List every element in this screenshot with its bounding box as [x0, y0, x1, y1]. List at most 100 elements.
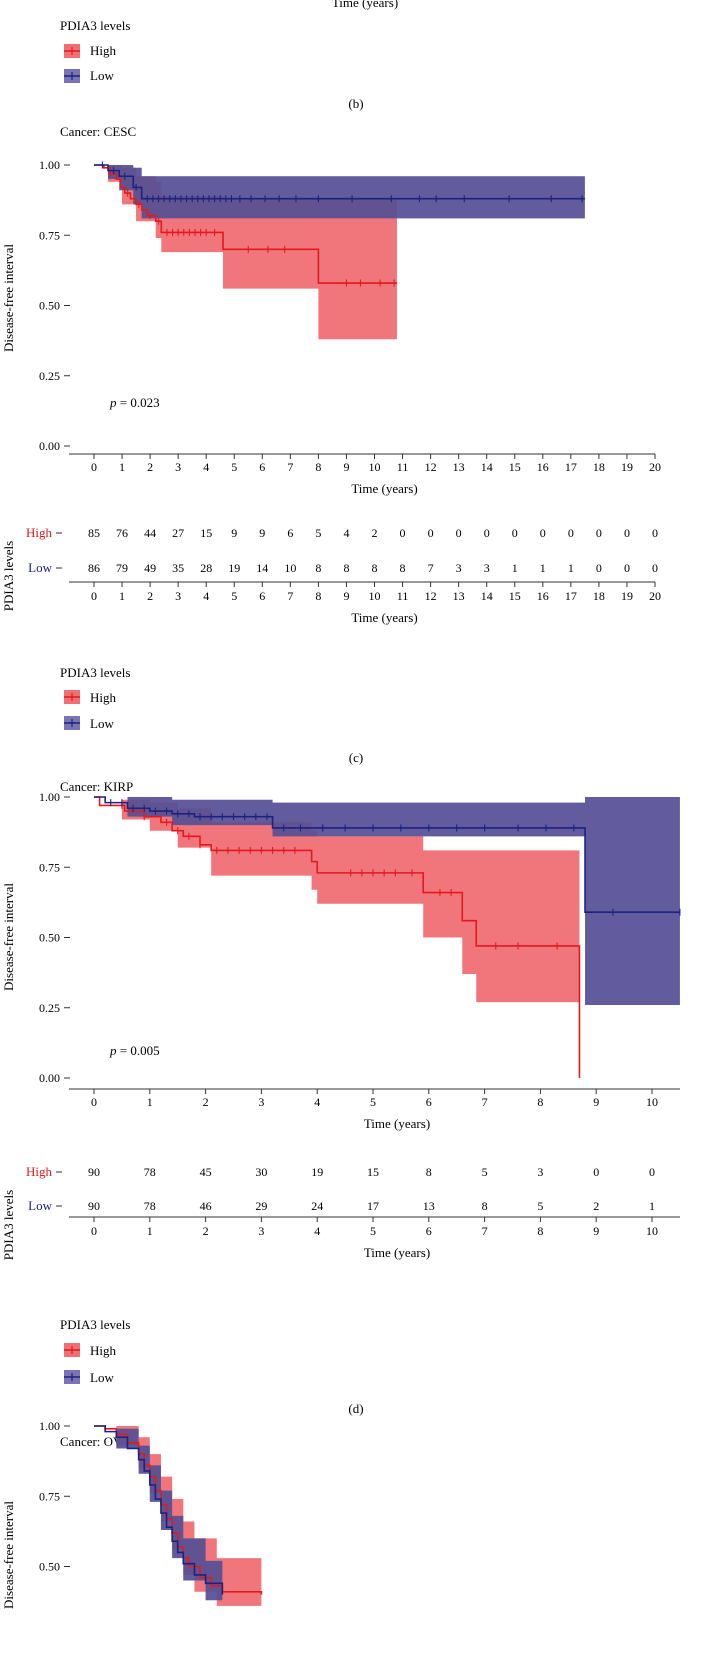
panel-c-legend-high: High — [64, 690, 117, 705]
panel-c-risk-xlabel: Time (years) — [351, 610, 417, 625]
panel-c-risk-cell-low-19: 0 — [624, 561, 630, 575]
panel-c-curve-high — [94, 164, 397, 284]
panel-d-title: Cancer: KIRP — [60, 779, 133, 794]
panel-c-risk-cell-low-11: 8 — [400, 561, 406, 575]
panel-d-xtick-label-5: 5 — [370, 1095, 376, 1109]
panel-c-risk-xtick-label-0: 0 — [91, 589, 97, 603]
panel-d-ylabel: Disease-free interval — [1, 883, 16, 991]
panel-c-risk-cell-low-12: 7 — [428, 561, 434, 575]
panel-c-risk-cell-high-20: 0 — [652, 526, 658, 540]
panel-d-risk-xtick-label-2: 2 — [203, 1224, 209, 1238]
panel-c-xtick-label-20: 20 — [649, 460, 661, 474]
panel-c-risk-xtick-label-17: 17 — [565, 589, 577, 603]
panel-c-km-plot: Disease-free interval 0.00 0.25 0.50 0.75 1.0… — [1, 158, 661, 496]
panel-b-caption: (b) — [348, 96, 363, 111]
panel-c-risk-xtick-label-10: 10 — [369, 589, 381, 603]
panel-d-xtick-label-2: 2 — [203, 1095, 209, 1109]
panel-c-xtick-label-7: 7 — [287, 460, 293, 474]
panel-d-band-overlap — [94, 797, 680, 1005]
panel-c-risk-cell-high-1: 76 — [116, 526, 128, 540]
panel-c-risk-xtick-label-1: 1 — [119, 589, 125, 603]
panel-c-risk-row-label-high: High — [26, 525, 53, 540]
panel-c-risk-xtick-label-14: 14 — [481, 589, 493, 603]
panel-d-band-high — [94, 797, 580, 1003]
panel-c-risk-cell-low-5: 19 — [228, 561, 240, 575]
panel-d-xtick-label-3: 3 — [258, 1095, 264, 1109]
panel-c-risk-cell-high-11: 0 — [400, 526, 406, 540]
panel-d-risk-xtick-label-3: 3 — [258, 1224, 264, 1238]
panel-c-pvalue-symbol: p — [109, 395, 117, 410]
panel-d-risk-row-label-low: Low — [28, 1198, 52, 1213]
panel-d-risk-cell-high-3: 30 — [255, 1165, 267, 1179]
panel-c-risk-xtick-label-20: 20 — [649, 589, 661, 603]
panel-d-risk-cell-low-3: 29 — [255, 1199, 267, 1213]
panel-d-pvalue-symbol: p — [109, 1043, 117, 1058]
panel-c-risk-cell-low-3: 35 — [172, 561, 184, 575]
panel-d-legend-low: Low — [64, 1370, 114, 1385]
panel-d-xtick-label-9: 9 — [593, 1095, 599, 1109]
panel-c-xtick-label-12: 12 — [425, 460, 437, 474]
panel-c-risk-cell-high-17: 0 — [568, 526, 574, 540]
panel-c-risk-cell-high-14: 0 — [484, 526, 490, 540]
panel-c-risk-xtick-label-13: 13 — [453, 589, 465, 603]
panel-c-xtick-label-19: 19 — [621, 460, 633, 474]
panel-d-risk-cell-low-4: 24 — [311, 1199, 323, 1213]
panel-c-legend-high-label: High — [90, 690, 117, 705]
panel-c-xtick-label-16: 16 — [537, 460, 549, 474]
panel-c-xtick-label-3: 3 — [175, 460, 181, 474]
panel-d-risk-cell-low-0: 90 — [88, 1199, 100, 1213]
panel-b-xlabel: Time (years) — [332, 0, 398, 10]
panel-c-risk-cell-high-5: 9 — [231, 526, 237, 540]
panel-d-risk-cell-high-8: 3 — [537, 1165, 543, 1179]
panel-c-risk-cell-high-6: 9 — [259, 526, 265, 540]
panel-c-ytick-label-2: 0.50 — [39, 299, 60, 313]
panel-d-caption: (d) — [348, 1401, 363, 1416]
panel-e: Cancer: OV Disease-free interval 0.50 0.75… — [1, 1419, 263, 1612]
panel-d-xtick-label-8: 8 — [537, 1095, 543, 1109]
panel-b-legend-high-label: High — [90, 43, 117, 58]
panel-d-legend-high: High — [64, 1343, 117, 1358]
panel-c-xtick-label-2: 2 — [147, 460, 153, 474]
panel-d-pvalue-value: = 0.005 — [117, 1043, 160, 1058]
panel-d-legend-low-label: Low — [90, 1370, 114, 1385]
panel-d-risk-cell-low-6: 13 — [423, 1199, 435, 1213]
panel-d-risk-xtick-label-10: 10 — [646, 1224, 658, 1238]
panel-c-risk-xtick-label-8: 8 — [315, 589, 321, 603]
panel-c-xtick-label-4: 4 — [203, 460, 209, 474]
panel-c-xlabel: Time (years) — [351, 481, 417, 496]
panel-e-ytick-label-0: 0.50 — [39, 1560, 60, 1574]
panel-d-risk-cell-low-7: 8 — [482, 1199, 488, 1213]
panel-c-risk-cell-high-13: 0 — [456, 526, 462, 540]
panel-c-xtick-label-11: 11 — [397, 460, 409, 474]
panel-c-risk-row-label-low: Low — [28, 560, 52, 575]
panel-d-xtick-label-0: 0 — [91, 1095, 97, 1109]
panel-e-ytick-label-1: 0.75 — [39, 1489, 60, 1503]
panel-b-legend-high: High — [64, 43, 117, 58]
panel-d-risk-xtick-label-9: 9 — [593, 1224, 599, 1238]
panel-d-risk-xtick-label-5: 5 — [370, 1224, 376, 1238]
panel-d-risk-cell-high-2: 45 — [200, 1165, 212, 1179]
panel-c-risk-cell-high-0: 85 — [88, 526, 100, 540]
panel-d-pvalue: p = 0.005 — [109, 1043, 160, 1058]
panel-d-risk-cell-low-8: 5 — [537, 1199, 543, 1213]
panel-c-title: Cancer: CESC — [60, 124, 136, 139]
panel-e-km-plot: Disease-free interval 0.50 0.75 1.00 — [1, 1419, 263, 1612]
panel-d-xlabel: Time (years) — [364, 1116, 430, 1131]
panel-d-ytick-label-1: 0.25 — [39, 1001, 60, 1015]
panel-d-risk-cell-low-5: 17 — [367, 1199, 379, 1213]
panel-c-risk-cell-low-10: 8 — [372, 561, 378, 575]
panel-c-risk-cell-low-8: 8 — [315, 561, 321, 575]
panel-d-risk-cell-high-1: 78 — [144, 1165, 156, 1179]
panel-c-risk-xtick-label-2: 2 — [147, 589, 153, 603]
panel-c-risk-cell-low-4: 28 — [200, 561, 212, 575]
panel-e-ytick-label-2: 1.00 — [39, 1419, 60, 1433]
panel-d-risk-cell-low-2: 46 — [200, 1199, 212, 1213]
panel-b-legend-title: PDIA3 levels — [60, 18, 130, 33]
panel-c: Cancer: CESC Disease-free interval 0.00 0.… — [1, 124, 661, 765]
panel-d-risk-cell-high-9: 0 — [593, 1165, 599, 1179]
panel-c-risk-xtick-label-15: 15 — [509, 589, 521, 603]
panel-c-ytick-label-3: 0.75 — [39, 228, 60, 242]
panel-d-ytick-label-3: 0.75 — [39, 860, 60, 874]
panel-c-risk-xtick-label-16: 16 — [537, 589, 549, 603]
